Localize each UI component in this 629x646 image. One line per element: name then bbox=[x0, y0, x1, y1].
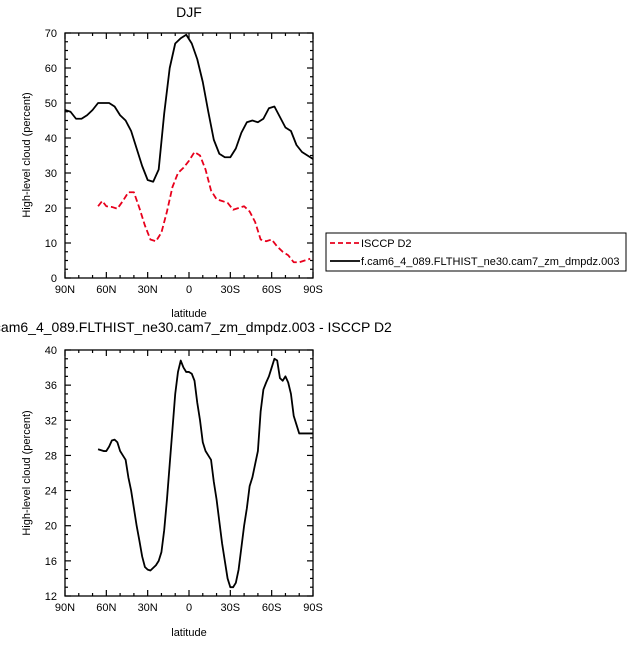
legend-box bbox=[325, 232, 627, 272]
top-chart-x-tick-label: 30N bbox=[138, 284, 158, 296]
bottom-chart-x-tick-label: 60S bbox=[262, 602, 282, 614]
bottom-chart-y-axis-label: High-level cloud (percent) bbox=[21, 410, 33, 535]
bottom-chart-y-tick-label: 20 bbox=[45, 521, 57, 533]
top-chart-x-tick-label: 90S bbox=[303, 284, 323, 296]
top-chart-x-tick-label: 90N bbox=[55, 284, 75, 296]
bottom-chart-y-tick-label: 36 bbox=[45, 380, 57, 392]
bottom-chart-x-tick-label: 30S bbox=[221, 602, 241, 614]
top-chart-plot-frame bbox=[64, 32, 314, 279]
legend-label-isccp-d2: ISCCP D2 bbox=[361, 238, 412, 250]
bottom-chart-y-tick-label: 12 bbox=[45, 591, 57, 603]
top-chart-y-tick-label: 50 bbox=[45, 98, 57, 110]
bottom-chart-y-tick-label: 24 bbox=[45, 486, 57, 498]
bottom-chart-series-line-0 bbox=[97, 357, 313, 589]
bottom-chart-ticks: 90N 60N 30N 0 30S 60S 90S 12 16 20 24 28 32 36 40 bbox=[45, 345, 323, 614]
top-chart-y-tick-label: 70 bbox=[45, 28, 57, 40]
bottom-chart-series bbox=[97, 357, 313, 589]
bottom-chart-x-tick-label: 90S bbox=[303, 602, 323, 614]
bottom-chart-x-tick-label: 60N bbox=[96, 602, 116, 614]
bottom-chart-y-tick-label: 16 bbox=[45, 556, 57, 568]
bottom-chart-plot-frame bbox=[64, 349, 314, 597]
bottom-chart-y-tick-label: 40 bbox=[45, 345, 57, 357]
top-chart-title: DJF bbox=[176, 4, 202, 20]
top-chart-ticks: 90N 60N 30N 0 30S 60S 90S 0 10 20 30 40 50 60 70 bbox=[45, 28, 323, 296]
top-chart-x-tick-label: 60S bbox=[262, 284, 282, 296]
top-chart-series-line-0 bbox=[97, 151, 311, 264]
top-chart-y-axis-label: High-level cloud (percent) bbox=[21, 92, 33, 217]
top-chart-series bbox=[64, 33, 314, 264]
top-chart-series-line-1 bbox=[64, 33, 314, 183]
bottom-chart-x-tick-label: 30N bbox=[138, 602, 158, 614]
top-chart-x-axis-label: latitude bbox=[171, 308, 206, 320]
top-chart-y-tick-label: 0 bbox=[51, 273, 57, 285]
bottom-chart-x-tick-label: 90N bbox=[55, 602, 75, 614]
bottom-chart-y-tick-label: 32 bbox=[45, 415, 57, 427]
top-chart-x-tick-label: 30S bbox=[221, 284, 241, 296]
top-chart-x-tick-label: 0 bbox=[186, 284, 192, 296]
bottom-chart-title: f.cam6_4_089.FLTHIST_ne30.cam7_zm_dmpdz.… bbox=[0, 319, 392, 335]
bottom-chart-x-axis-label: latitude bbox=[171, 627, 206, 639]
bottom-chart-panel: f.cam6_4_089.FLTHIST_ne30.cam7_zm_dmpdz.… bbox=[0, 319, 392, 639]
top-chart-y-tick-label: 10 bbox=[45, 238, 57, 250]
top-chart-x-tick-label: 60N bbox=[96, 284, 116, 296]
top-chart-y-tick-label: 60 bbox=[45, 63, 57, 75]
bottom-chart-x-tick-label: 0 bbox=[186, 602, 192, 614]
top-chart-y-tick-label: 30 bbox=[45, 168, 57, 180]
legend-label-model: f.cam6_4_089.FLTHIST_ne30.cam7_zm_dmpdz.… bbox=[361, 256, 619, 268]
top-chart-legend: ISCCP D2 f.cam6_4_089.FLTHIST_ne30.cam7_… bbox=[325, 232, 627, 272]
bottom-chart-y-tick-label: 28 bbox=[45, 450, 57, 462]
top-chart-y-tick-label: 20 bbox=[45, 203, 57, 215]
top-chart-panel: DJF 90N 60N 30N 0 30S 60S 90S 0 10 20 30 40 50 60 70 H… bbox=[21, 4, 323, 320]
top-chart-y-tick-label: 40 bbox=[45, 133, 57, 145]
